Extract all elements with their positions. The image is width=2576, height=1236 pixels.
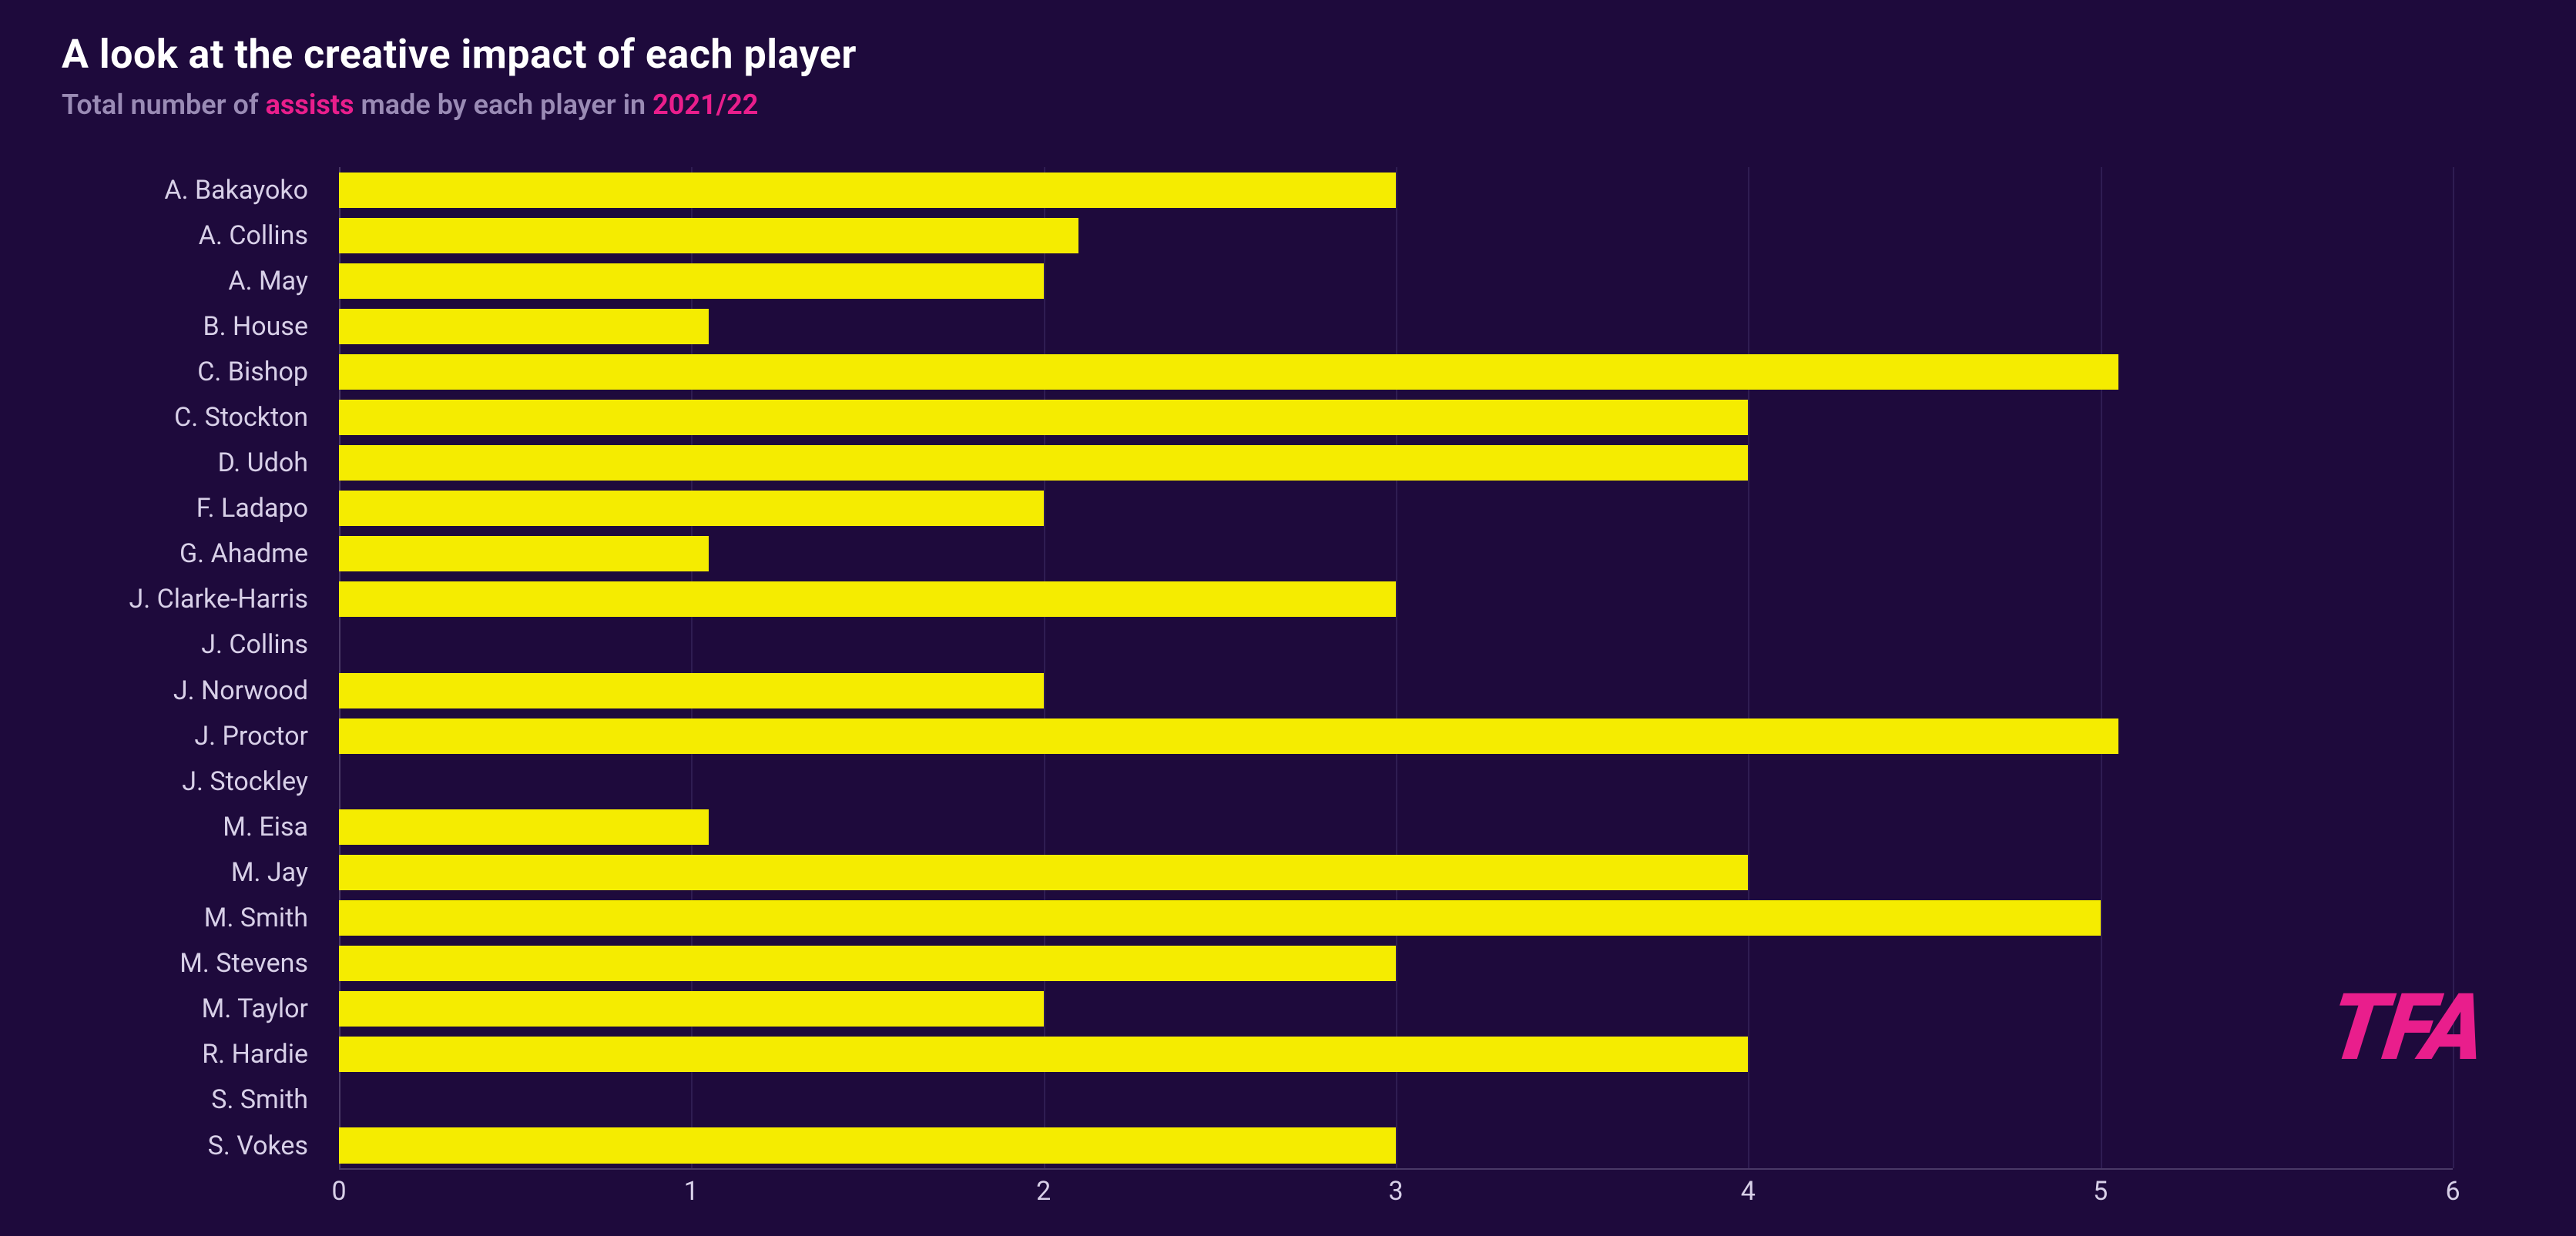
bar (339, 946, 1396, 981)
bar (339, 445, 1748, 481)
bar (339, 400, 1748, 435)
subtitle-prefix: Total number of (62, 89, 266, 121)
x-tick-label: 0 (331, 1176, 346, 1207)
y-tick-label: F. Ladapo (46, 493, 324, 524)
y-tick-label: A. Bakayoko (46, 175, 324, 206)
title-block: A look at the creative impact of each pl… (62, 31, 2514, 121)
bar (339, 1127, 1396, 1163)
bar-row: J. Clarke-Harris (339, 577, 2453, 622)
bar-row: G. Ahadme (339, 531, 2453, 577)
bar (339, 491, 1044, 526)
x-tick-label: 6 (2445, 1176, 2460, 1207)
x-tick-label: 4 (1741, 1176, 1756, 1207)
y-tick-label: M. Taylor (46, 993, 324, 1024)
bar-row: F. Ladapo (339, 486, 2453, 531)
x-tick-label: 5 (2093, 1176, 2108, 1207)
chart-title: A look at the creative impact of each pl… (62, 31, 2514, 78)
y-tick-label: C. Stockton (46, 402, 324, 433)
x-tick-label: 2 (1036, 1176, 1051, 1207)
bar (339, 900, 2101, 936)
y-tick-label: R. Hardie (46, 1039, 324, 1070)
y-tick-label: G. Ahadme (46, 538, 324, 569)
chart-canvas: A look at the creative impact of each pl… (0, 0, 2576, 1236)
y-tick-label: C. Bishop (46, 357, 324, 387)
y-tick-label: J. Proctor (46, 721, 324, 752)
bar (339, 809, 709, 845)
bar-row: J. Collins (339, 622, 2453, 668)
gridline (2453, 167, 2454, 1168)
y-tick-label: M. Stevens (46, 948, 324, 979)
y-tick-label: M. Smith (46, 903, 324, 933)
bar-row: S. Vokes (339, 1123, 2453, 1168)
subtitle-highlight-2: 2021/22 (652, 89, 758, 121)
y-tick-label: J. Clarke-Harris (46, 584, 324, 615)
bar (339, 354, 2118, 390)
bar (339, 718, 2118, 754)
subtitle-highlight-1: assists (266, 89, 354, 121)
bar-row: S. Smith (339, 1077, 2453, 1123)
bar-row: C. Bishop (339, 349, 2453, 394)
bar-row: M. Eisa (339, 804, 2453, 849)
bar (339, 309, 709, 344)
y-tick-label: J. Collins (46, 629, 324, 660)
bar-row: C. Stockton (339, 394, 2453, 440)
bar-row: B. House (339, 303, 2453, 349)
plot-area: A. BakayokoA. CollinsA. MayB. HouseC. Bi… (339, 167, 2453, 1168)
bars-container: A. BakayokoA. CollinsA. MayB. HouseC. Bi… (339, 167, 2453, 1168)
bar-row: J. Norwood (339, 668, 2453, 713)
bar (339, 263, 1044, 299)
x-axis: 0123456 (339, 1168, 2453, 1214)
bar-row: J. Proctor (339, 713, 2453, 759)
y-tick-label: S. Smith (46, 1084, 324, 1115)
subtitle-middle: made by each player in (354, 89, 653, 121)
bar (339, 673, 1044, 708)
bar (339, 855, 1748, 890)
bar-row: M. Taylor (339, 986, 2453, 1032)
bar (339, 173, 1396, 208)
x-tick-label: 3 (1388, 1176, 1403, 1207)
bar (339, 536, 709, 571)
bar-row: D. Udoh (339, 440, 2453, 486)
bar (339, 991, 1044, 1027)
y-tick-label: J. Stockley (46, 766, 324, 797)
y-tick-label: D. Udoh (46, 447, 324, 478)
bar (339, 1037, 1748, 1072)
y-tick-label: M. Jay (46, 857, 324, 888)
y-tick-label: A. Collins (46, 220, 324, 251)
bar (339, 218, 1078, 253)
bar-row: A. May (339, 258, 2453, 303)
chart-subtitle: Total number of assists made by each pla… (62, 89, 2514, 121)
bar (339, 581, 1396, 617)
bar-row: A. Bakayoko (339, 167, 2453, 213)
x-tick-label: 1 (684, 1176, 699, 1207)
bar-row: M. Stevens (339, 941, 2453, 986)
bar-row: M. Jay (339, 849, 2453, 895)
bar-row: R. Hardie (339, 1032, 2453, 1077)
bar-row: J. Stockley (339, 759, 2453, 804)
y-tick-label: J. Norwood (46, 675, 324, 706)
y-tick-label: S. Vokes (46, 1130, 324, 1161)
bar-row: A. Collins (339, 213, 2453, 258)
y-tick-label: B. House (46, 311, 324, 342)
y-tick-label: A. May (46, 266, 324, 296)
bar-row: M. Smith (339, 896, 2453, 941)
y-tick-label: M. Eisa (46, 812, 324, 842)
